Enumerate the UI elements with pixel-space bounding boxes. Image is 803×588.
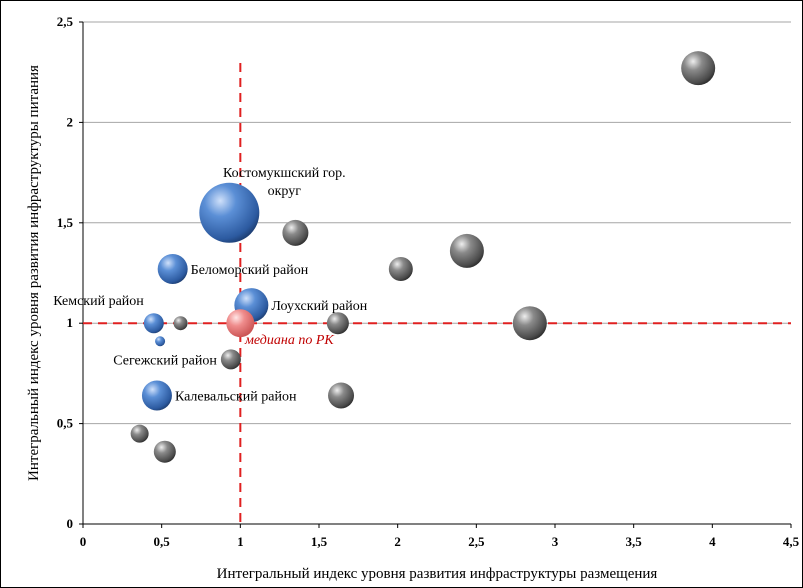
median-lines — [83, 63, 791, 524]
bubble — [199, 182, 260, 243]
bubble — [388, 256, 413, 281]
y-tick-label: 1 — [67, 315, 74, 330]
bubble — [449, 233, 484, 268]
x-tick-label: 4,5 — [783, 534, 800, 549]
bubble — [328, 382, 355, 409]
bubble — [173, 316, 188, 331]
x-tick-label: 2 — [394, 534, 401, 549]
bubble — [226, 309, 255, 338]
point-label: Кемский район — [53, 294, 144, 309]
x-axis-title: Интегральный индекс уровня развития инфр… — [217, 566, 658, 582]
point-label: Костомукшский гор. — [223, 166, 346, 181]
x-tick-label: 0 — [80, 534, 87, 549]
x-tick-label: 1,5 — [311, 534, 328, 549]
y-tick-label: 2 — [67, 114, 74, 129]
bubble — [155, 336, 166, 347]
point-label: Калевальский район — [175, 389, 297, 404]
x-tick-label: 4 — [709, 534, 716, 549]
x-tick-label: 1 — [237, 534, 244, 549]
x-tick-label: 0,5 — [154, 534, 171, 549]
bubble — [130, 424, 149, 443]
bubble — [512, 306, 547, 341]
y-tick-label: 0 — [67, 516, 74, 531]
y-tick-label: 0,5 — [57, 416, 74, 431]
median-label: медиана по РК — [244, 333, 334, 348]
bubble — [220, 349, 241, 370]
x-tick-label: 2,5 — [468, 534, 485, 549]
y-tick-label: 1,5 — [57, 215, 74, 230]
bubble — [681, 51, 716, 86]
point-labels: Костомукшский гор. округ Беломорский район… — [53, 166, 368, 405]
bubble — [153, 440, 176, 463]
bubble — [141, 380, 172, 411]
y-tick-label: 2,5 — [57, 14, 74, 29]
bubbles — [130, 51, 716, 463]
bubble — [282, 219, 309, 246]
bubble — [157, 253, 188, 284]
point-label: Сегежский район — [113, 353, 217, 368]
point-label: Беломорский район — [191, 263, 309, 278]
bubble — [326, 312, 349, 335]
y-tick-labels: 0 0,5 1 1,5 2 2,5 — [57, 14, 83, 531]
bubble — [143, 313, 164, 334]
point-label: округ — [268, 184, 302, 199]
x-tick-label: 3 — [552, 534, 559, 549]
y-axis-title: Интегральный индекс уровня развития инфр… — [26, 65, 42, 481]
x-tick-label: 3,5 — [626, 534, 643, 549]
point-label: Лоухский район — [271, 299, 367, 314]
x-tick-labels: 0 0,5 1 1,5 2 2,5 3 3,5 4 4,5 — [80, 524, 800, 549]
